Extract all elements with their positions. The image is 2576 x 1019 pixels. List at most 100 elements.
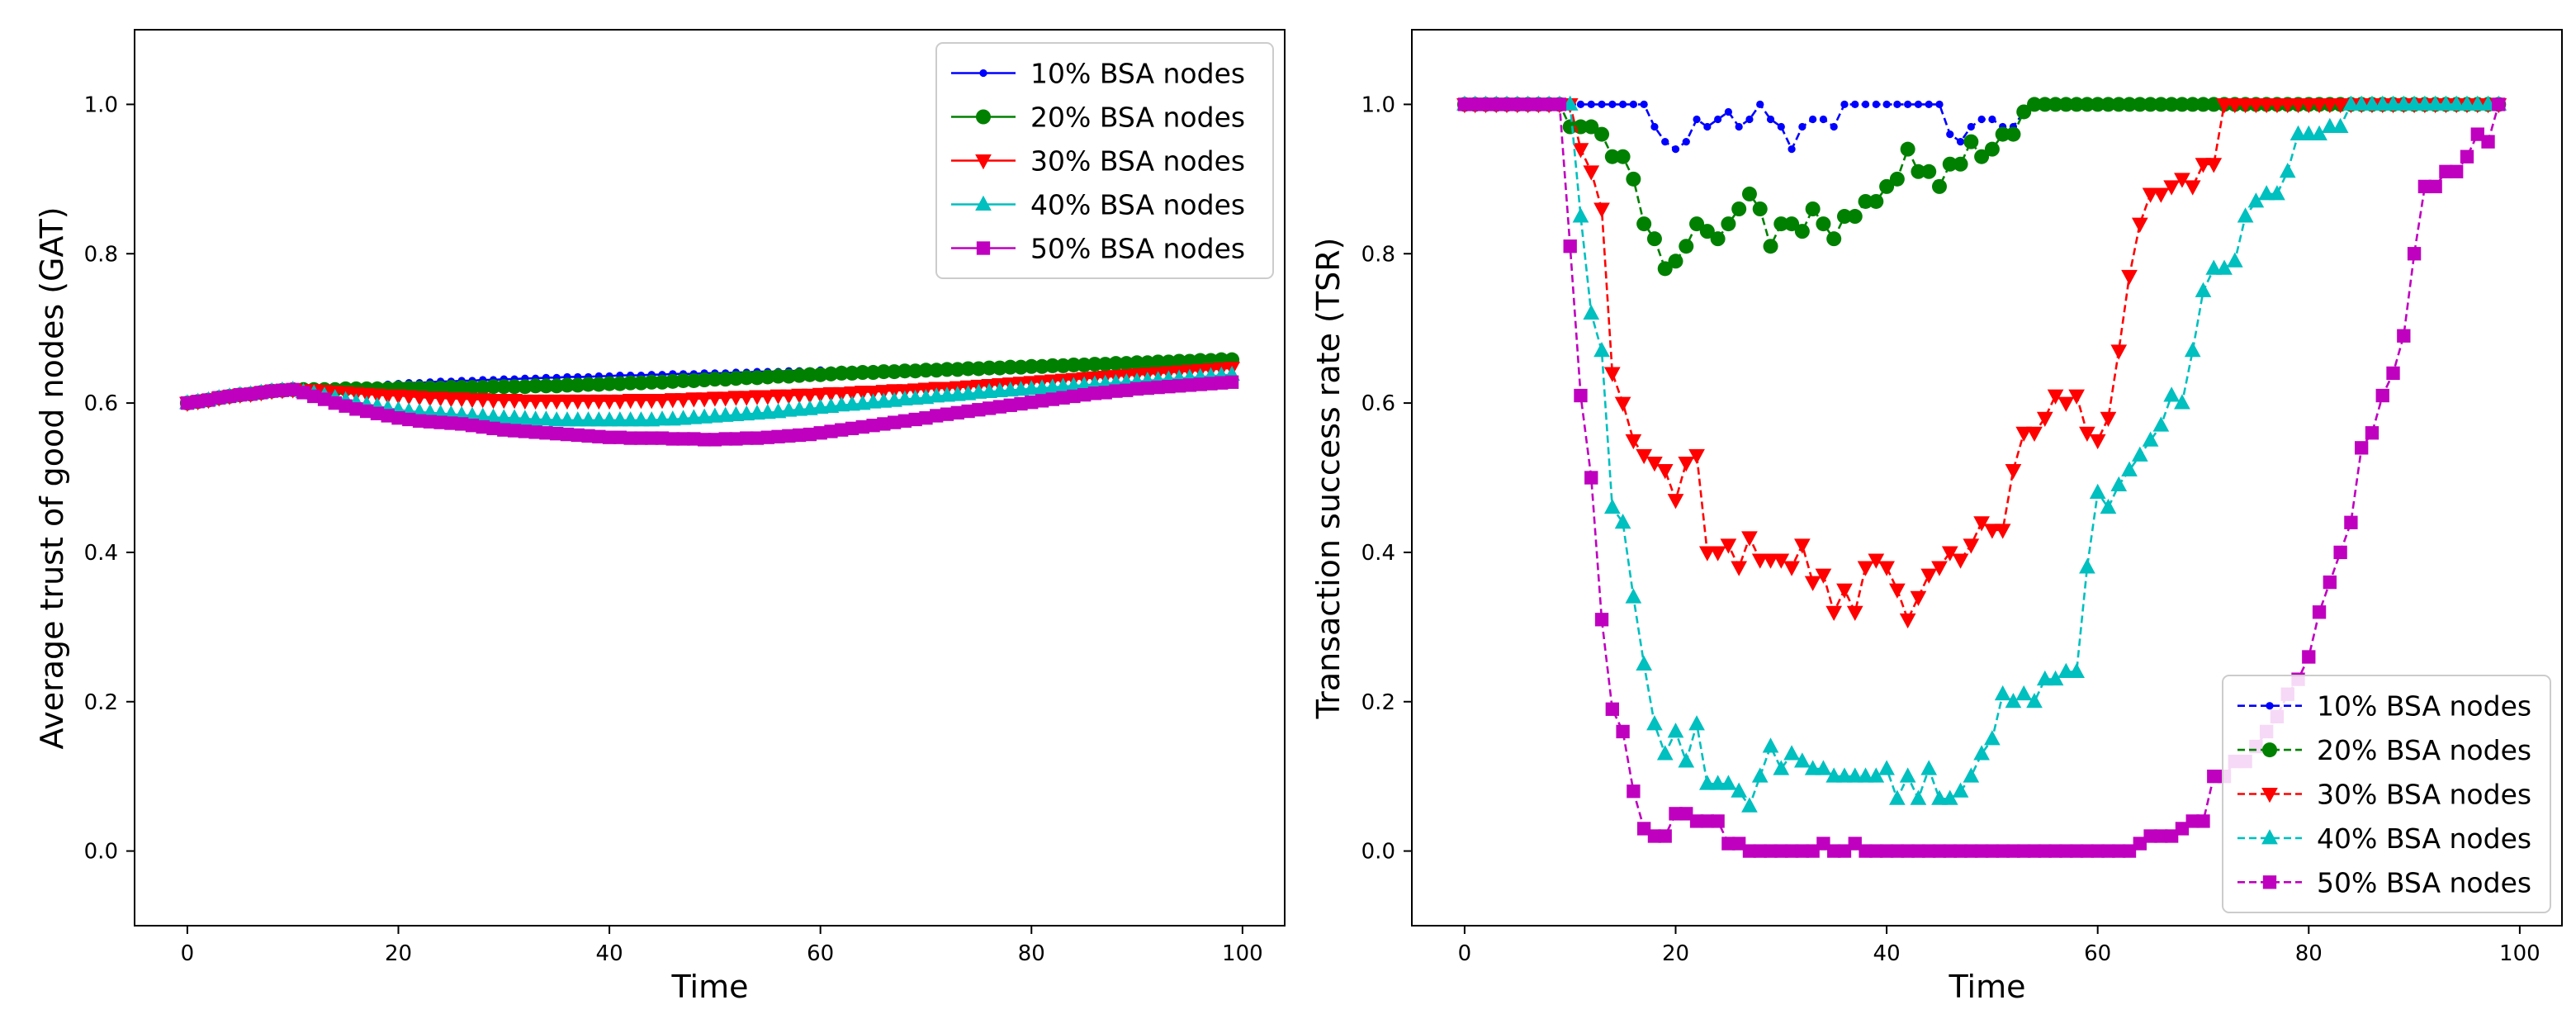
tsr-series-4-point [1922,844,1936,858]
tsr-series-1-point [1911,164,1926,179]
gat-series-2-point [833,386,850,403]
gat-series-1-point [992,360,1007,376]
gat-series-4-point [180,396,195,410]
gat-series-4-point [518,424,533,438]
tsr-series-1-point [1805,201,1821,216]
tsr-series-2-point [1636,448,1652,465]
tsr-series-4-point [1890,844,1905,858]
tsr-series-3-point [1614,513,1631,529]
tsr-series-3-point [1878,760,1895,775]
gat-series-1-point [602,376,618,391]
gat-series-4-point [592,429,606,443]
gat-series-4-point [1204,377,1218,391]
tsr-chart-panel: 0 20 40 60 80 100 0.0 0.2 0.4 0.6 0.8 1.0 Time Tran… [1310,29,2563,1005]
tsr-series-4-point [1837,844,1852,858]
tsr-series-1-point [2005,126,2021,142]
gat-series-4-point [507,424,522,438]
gat-legend-item: 40% BSA nodes [951,189,1245,221]
tsr-series-2-point [1973,516,1990,532]
tsr-legend-label: 10% BSA nodes [2317,690,2531,723]
tsr-series-4-point [1742,844,1757,858]
gat-series-4-point [835,423,849,437]
tsr-series-1-point [1679,239,1694,254]
tsr-series-2-point [2142,187,2159,203]
gat-series-4-point [877,417,891,431]
gat-legend: 10% BSA nodes 20% BSA nodes 30% BSA nodes 4… [935,42,1274,279]
tsr-series-1-point [1584,119,1599,135]
tsr-series-3-point [2226,252,2243,268]
gat-series-1-point [876,364,892,380]
gat-series-1-point [570,377,585,393]
gat-x-tick-label: 100 [1222,941,1263,966]
gat-series-2-point [632,394,650,410]
tsr-series-1-point [1953,156,1968,172]
tsr-series-4-point [1869,844,1883,858]
tsr-series-3-point [1646,715,1663,731]
tsr-series-4-point [2365,426,2379,440]
tsr-series-4-point [2143,829,2157,843]
gat-series-1-point [686,372,702,388]
tsr-series-3-point [2152,416,2170,432]
gat-series-4-point [433,415,447,429]
tsr-series-1-point [1784,216,1800,232]
tsr-series-1-point [1963,134,1979,149]
tsr-series-4-point [2112,844,2126,858]
gat-series-4-point [539,426,553,440]
gat-series-4-point [718,432,732,446]
gat-series-4-point [455,417,469,431]
tsr-series-3-point [2322,117,2338,133]
tsr-series-1-point [1763,239,1778,254]
tsr-series-3-point [2237,207,2254,223]
tsr-series-3-point [1973,745,1990,761]
gat-series-4-point [391,411,405,425]
gat-series-1-point [623,375,638,391]
tsr-series-3-point [1625,588,1642,604]
tsr-series-4-point [2355,441,2369,455]
gat-series-1-point [823,366,839,382]
tsr-series-4-point [1721,837,1735,851]
tsr-series-1-point [1615,149,1631,164]
gat-series-4-point [855,419,869,434]
gat-series-4-point [897,414,912,428]
tsr-series-2-point [1825,605,1843,622]
tsr-series-4-point [1901,844,1915,858]
gat-series-1-point [485,379,501,395]
tsr-series-3-point [1836,767,1853,783]
tsr-y-tick-label: 0.6 [1361,391,1395,416]
tsr-series-3-point [2142,431,2159,447]
gat-legend-item: 10% BSA nodes [951,58,1245,90]
tsr-series-4-point [1689,814,1704,828]
tsr-series-4-point [1816,837,1830,851]
tsr-series-0-point [1661,138,1669,146]
tsr-series-4-point [1732,837,1746,851]
gat-series-1-point [1139,355,1155,371]
gat-legend-label: 50% BSA nodes [1030,233,1245,265]
tsr-series-4-point [2439,164,2453,178]
gat-series-4-point [528,425,542,439]
tsr-series-3-point [2279,162,2296,178]
tsr-series-2-point [1667,494,1684,510]
gat-series-2-point [664,393,681,409]
tsr-series-0-point [1935,100,1944,109]
tsr-series-4-point [1848,837,1862,851]
gat-series-4-point [1215,376,1229,390]
gat-series-2-point [421,391,438,407]
gat-series-4-point [782,429,796,443]
tsr-series-4-point [2006,844,2020,858]
gat-series-4-point [339,399,353,413]
tsr-series-2-point [2089,434,2106,450]
gat-series-2-point [791,388,807,404]
tsr-series-4-point [2450,164,2464,178]
gat-series-1-point [728,371,744,386]
gat-series-4-point [497,423,511,437]
tsr-series-2-point [2026,426,2043,443]
tsr-series-4-point [1859,844,1873,858]
tsr-series-3-point [1868,767,1885,783]
gat-series-1-point [528,378,543,394]
tsr-series-4-point [2375,388,2389,403]
gat-series-2-point [622,394,639,410]
tsr-series-0-point [1872,100,1880,109]
tsr-series-1-point [1995,126,2010,142]
gat-series-1-point [475,380,490,396]
tsr-series-4-point [1605,702,1619,716]
